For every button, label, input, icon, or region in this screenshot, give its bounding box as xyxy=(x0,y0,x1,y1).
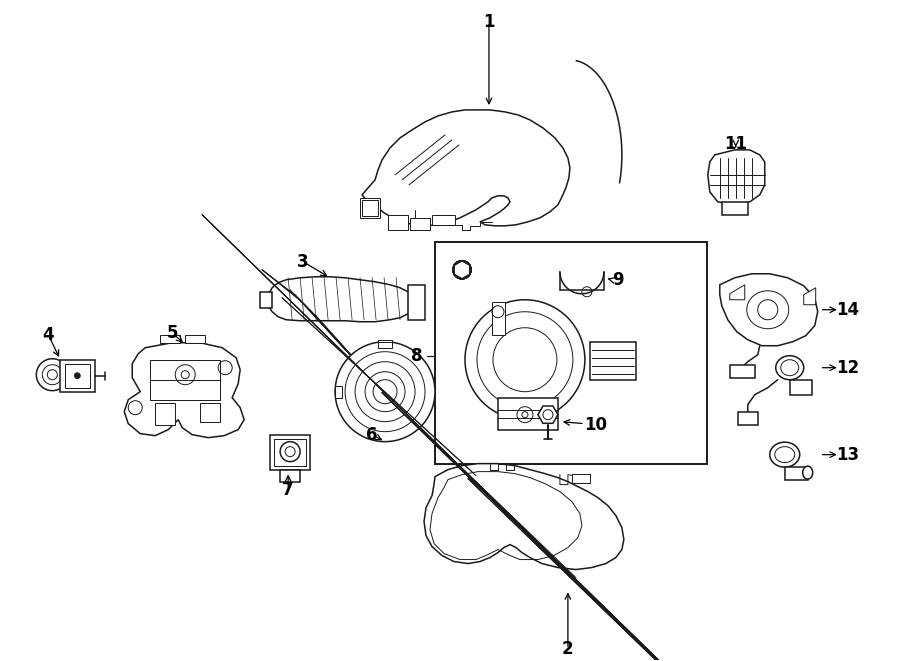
Circle shape xyxy=(453,261,471,279)
Polygon shape xyxy=(707,150,765,205)
Polygon shape xyxy=(335,385,342,398)
Text: 11: 11 xyxy=(724,135,747,153)
Ellipse shape xyxy=(803,466,813,479)
Polygon shape xyxy=(738,412,758,424)
Polygon shape xyxy=(424,463,624,570)
Polygon shape xyxy=(730,285,745,299)
Polygon shape xyxy=(150,360,220,400)
Polygon shape xyxy=(185,334,205,342)
Polygon shape xyxy=(785,467,807,480)
Circle shape xyxy=(453,261,471,279)
Polygon shape xyxy=(362,110,570,226)
Text: 10: 10 xyxy=(584,416,608,434)
Polygon shape xyxy=(432,215,455,225)
Text: 9: 9 xyxy=(612,271,624,289)
Text: 12: 12 xyxy=(836,359,860,377)
Text: 1: 1 xyxy=(483,13,495,31)
Polygon shape xyxy=(378,340,392,348)
Polygon shape xyxy=(155,403,176,424)
Text: 14: 14 xyxy=(836,301,860,319)
Text: 5: 5 xyxy=(166,324,178,342)
Circle shape xyxy=(465,299,585,420)
Circle shape xyxy=(453,261,471,279)
Polygon shape xyxy=(492,302,505,334)
Circle shape xyxy=(453,261,471,279)
Text: 4: 4 xyxy=(42,326,54,344)
Polygon shape xyxy=(362,200,378,216)
Ellipse shape xyxy=(770,442,800,467)
Polygon shape xyxy=(722,202,748,215)
Circle shape xyxy=(36,359,68,391)
Text: 6: 6 xyxy=(366,426,378,444)
Polygon shape xyxy=(730,365,755,377)
Polygon shape xyxy=(280,469,300,482)
Polygon shape xyxy=(720,274,818,346)
Polygon shape xyxy=(274,439,306,465)
Polygon shape xyxy=(408,285,425,320)
Polygon shape xyxy=(124,342,244,438)
Polygon shape xyxy=(268,277,413,322)
Polygon shape xyxy=(60,360,95,392)
Polygon shape xyxy=(454,261,470,279)
Polygon shape xyxy=(388,215,408,230)
Polygon shape xyxy=(538,406,558,423)
Text: 2: 2 xyxy=(562,641,573,658)
Polygon shape xyxy=(572,474,590,483)
Polygon shape xyxy=(410,218,430,230)
Text: 7: 7 xyxy=(283,481,294,498)
Text: 8: 8 xyxy=(411,347,423,365)
Text: 13: 13 xyxy=(836,446,860,463)
Bar xyxy=(435,242,706,463)
Polygon shape xyxy=(789,379,812,395)
Polygon shape xyxy=(270,435,310,469)
Ellipse shape xyxy=(776,356,804,379)
Circle shape xyxy=(453,261,471,279)
Polygon shape xyxy=(590,342,636,379)
Polygon shape xyxy=(804,288,815,305)
Polygon shape xyxy=(260,292,272,308)
Text: 3: 3 xyxy=(297,253,309,271)
Polygon shape xyxy=(160,334,180,342)
Circle shape xyxy=(335,342,435,442)
Polygon shape xyxy=(498,398,558,430)
Polygon shape xyxy=(66,364,90,388)
Polygon shape xyxy=(200,403,220,422)
Polygon shape xyxy=(360,198,380,218)
Circle shape xyxy=(453,261,471,279)
Circle shape xyxy=(75,373,80,379)
